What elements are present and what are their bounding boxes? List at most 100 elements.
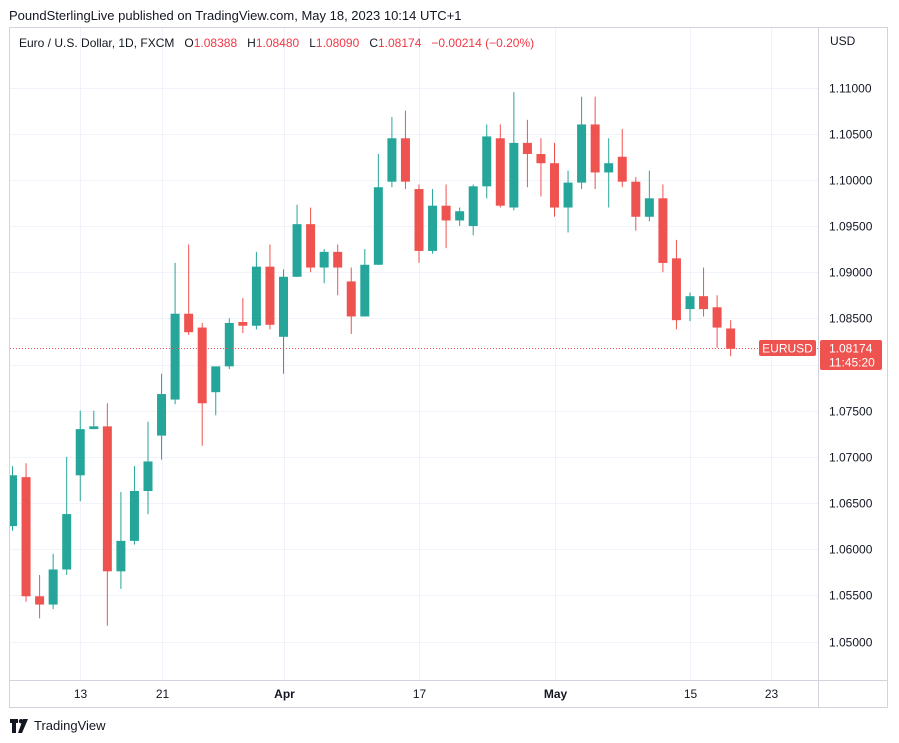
y-tick-label: 1.07500 [829, 405, 873, 419]
candle [306, 207, 316, 273]
candles [10, 92, 736, 626]
candle [400, 110, 410, 190]
chart-frame [9, 27, 888, 708]
candle [157, 373, 167, 460]
candle [21, 463, 31, 602]
legend-close-value: 1.08174 [377, 36, 422, 50]
candle [224, 318, 234, 370]
candle [211, 366, 221, 416]
publish-caption: PoundSterlingLive published on TradingVi… [9, 8, 462, 23]
candle-body [712, 307, 722, 328]
price-tag-countdown: 11:45:20 [829, 356, 875, 370]
y-tick-label: 1.07000 [829, 451, 873, 465]
candle-body [75, 429, 85, 476]
candle [522, 119, 532, 188]
candle-body [265, 266, 275, 325]
candle-body [658, 198, 668, 263]
candle-body [536, 153, 546, 164]
candle [468, 184, 478, 236]
candle [550, 142, 559, 217]
candle [35, 575, 45, 619]
candle-body [441, 205, 451, 221]
candle [102, 403, 112, 626]
price-tag-bg [820, 340, 882, 370]
candle-body [197, 327, 207, 404]
candle [563, 170, 573, 233]
symbol-legend: Euro / U.S. Dollar, 1D, FXCM O1.08388 H1… [19, 36, 534, 50]
candle [48, 553, 58, 610]
tradingview-logo-icon [10, 718, 28, 733]
candle-body [671, 258, 681, 321]
candle [455, 207, 465, 226]
candle [116, 491, 126, 589]
candle [604, 138, 614, 208]
tradingview-brand[interactable]: TradingView [10, 718, 106, 733]
candle-body [509, 142, 519, 208]
candle-body [685, 296, 695, 310]
candle [482, 124, 492, 199]
candle [170, 262, 180, 405]
candle-body [306, 224, 316, 268]
candle [699, 267, 709, 317]
candle-body [224, 322, 234, 367]
candle-body [373, 187, 383, 265]
currency-label: USD [830, 34, 856, 48]
x-tick-label: 23 [765, 687, 779, 701]
candle-body [143, 461, 153, 491]
candle [10, 466, 17, 531]
candle [265, 244, 275, 330]
symbol-tag-bg [759, 340, 816, 356]
candle [536, 138, 546, 197]
candle [129, 466, 139, 545]
candle [360, 249, 370, 317]
y-tick-label: 1.09000 [829, 266, 873, 280]
candle [75, 410, 85, 502]
candle [726, 320, 736, 357]
candle [89, 410, 99, 430]
legend-low-value: 1.08090 [315, 36, 360, 50]
candle [441, 184, 451, 249]
candle [279, 269, 288, 374]
x-tick-label: 15 [684, 687, 698, 701]
candle-body [455, 211, 465, 221]
candle [143, 421, 153, 515]
candle-body [631, 181, 641, 217]
candle [238, 298, 248, 334]
candle [197, 322, 207, 446]
candle-body [726, 328, 736, 349]
candle-body [604, 163, 614, 173]
candle [509, 92, 519, 211]
candle [631, 177, 641, 231]
y-tick-labels: 1.05000 1.05500 1.06000 1.06500 1.07000 1.075… [829, 82, 873, 650]
candle-body [48, 569, 58, 605]
candle-body [279, 276, 288, 337]
candle [333, 244, 343, 296]
candle-body [468, 186, 478, 226]
candle-body [482, 136, 492, 187]
candle-body [590, 124, 600, 173]
x-tick-label: 17 [413, 687, 427, 701]
candle-body [319, 251, 329, 268]
candle [428, 189, 438, 254]
candle-body [251, 266, 261, 326]
legend-open-value: 1.08388 [193, 36, 238, 50]
candle-body [116, 540, 126, 572]
candle [590, 96, 600, 190]
y-tick-label: 1.05500 [829, 589, 873, 603]
legend-open-label: O [184, 36, 194, 50]
candle [292, 204, 302, 277]
candle-body [184, 313, 194, 333]
candle [685, 292, 695, 322]
candle [495, 124, 505, 208]
candle-body [522, 142, 532, 154]
candle [387, 117, 397, 188]
candle [62, 456, 72, 576]
candle-body [10, 475, 17, 527]
y-tick-label: 1.05000 [829, 636, 873, 650]
candle [577, 96, 587, 190]
candle-body [428, 205, 438, 251]
candle-body [414, 189, 424, 251]
chart-grid [10, 28, 818, 680]
y-tick-label: 1.09500 [829, 220, 873, 234]
